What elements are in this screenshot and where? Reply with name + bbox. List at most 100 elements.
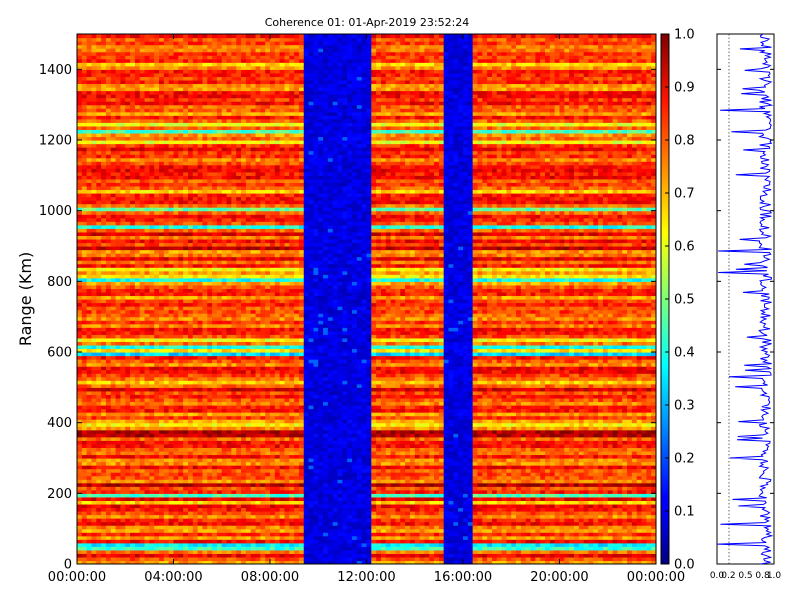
heatmap-cell bbox=[163, 125, 170, 130]
heatmap-cell bbox=[202, 440, 208, 445]
heatmap-cell bbox=[105, 323, 112, 328]
heatmap-cell bbox=[110, 87, 117, 92]
heatmap-cell bbox=[173, 518, 179, 523]
heatmap-cell bbox=[212, 221, 218, 226]
heatmap-cell bbox=[202, 249, 208, 254]
heatmap-cell bbox=[192, 238, 199, 244]
heatmap-cell bbox=[221, 228, 228, 233]
heatmap-cell bbox=[77, 316, 83, 321]
heatmap-cell bbox=[101, 479, 107, 484]
heatmap-cell bbox=[231, 270, 237, 275]
heatmap-cell bbox=[216, 507, 223, 512]
heatmap-cell bbox=[192, 422, 199, 427]
heatmap-cell bbox=[207, 525, 213, 530]
heatmap-cell bbox=[125, 196, 131, 201]
heatmap-cell bbox=[216, 419, 223, 424]
heatmap-cell bbox=[173, 373, 179, 378]
heatmap-cell bbox=[139, 302, 146, 307]
heatmap-cell bbox=[154, 284, 160, 289]
heatmap-cell bbox=[101, 387, 107, 392]
heatmap-cell bbox=[202, 454, 208, 459]
heatmap-cell bbox=[183, 200, 189, 205]
heatmap-cell bbox=[149, 55, 155, 60]
heatmap-cell bbox=[221, 41, 228, 46]
heatmap-cell bbox=[183, 189, 189, 194]
heatmap-cell bbox=[105, 221, 112, 226]
heatmap-cell bbox=[96, 94, 102, 99]
heatmap-cell bbox=[144, 193, 150, 198]
heatmap-cell bbox=[115, 415, 122, 420]
heatmap-cell bbox=[159, 450, 165, 456]
heatmap-cell bbox=[159, 118, 165, 123]
heatmap-cell bbox=[202, 115, 208, 120]
heatmap-cell bbox=[173, 535, 179, 540]
heatmap-cell bbox=[202, 362, 208, 367]
heatmap-cell bbox=[134, 500, 141, 505]
heatmap-cell bbox=[197, 277, 204, 282]
heatmap-cell bbox=[192, 394, 199, 399]
heatmap-cell bbox=[130, 443, 136, 448]
heatmap-cell bbox=[81, 443, 88, 448]
heatmap-cell bbox=[226, 143, 232, 148]
heatmap-cell bbox=[221, 359, 228, 364]
heatmap-cell bbox=[115, 500, 122, 505]
heatmap-cell bbox=[125, 295, 131, 300]
heatmap-cell bbox=[159, 132, 165, 138]
heatmap-cell bbox=[183, 514, 189, 519]
heatmap-cell bbox=[154, 306, 160, 311]
heatmap-cell bbox=[231, 412, 237, 417]
heatmap-cell bbox=[91, 440, 97, 445]
heatmap-cell bbox=[96, 556, 102, 562]
heatmap-cell bbox=[178, 58, 184, 63]
heatmap-cell bbox=[226, 433, 232, 438]
heatmap-cell bbox=[149, 344, 155, 350]
heatmap-cell bbox=[168, 277, 175, 282]
heatmap-cell bbox=[149, 284, 155, 289]
heatmap-cell bbox=[110, 348, 117, 353]
heatmap-cell bbox=[212, 122, 218, 127]
heatmap-cell bbox=[91, 274, 97, 279]
heatmap-cell bbox=[115, 58, 122, 63]
heatmap-cell bbox=[163, 94, 170, 99]
heatmap-cell bbox=[202, 458, 208, 463]
heatmap-cell bbox=[105, 539, 112, 544]
heatmap-cell bbox=[110, 359, 117, 364]
heatmap-cell bbox=[187, 115, 194, 120]
heatmap-cell bbox=[120, 376, 126, 381]
heatmap-cell bbox=[163, 108, 170, 113]
heatmap-cell bbox=[149, 161, 155, 166]
heatmap-cell bbox=[159, 101, 165, 106]
heatmap-cell bbox=[187, 242, 194, 247]
heatmap-cell bbox=[134, 454, 141, 459]
heatmap-cell bbox=[187, 189, 194, 194]
heatmap-cell bbox=[216, 136, 223, 141]
heatmap-cell bbox=[226, 168, 232, 173]
heatmap-cell bbox=[139, 387, 146, 392]
heatmap-cell bbox=[178, 44, 184, 49]
heatmap-cell bbox=[154, 461, 160, 466]
heatmap-cell bbox=[173, 55, 179, 60]
heatmap-cell bbox=[81, 352, 88, 357]
heatmap-cell bbox=[115, 115, 122, 120]
heatmap-cell bbox=[231, 366, 237, 371]
heatmap-cell bbox=[212, 267, 218, 272]
heatmap-cell bbox=[192, 207, 199, 212]
heatmap-cell bbox=[178, 200, 184, 205]
heatmap-cell bbox=[226, 493, 232, 498]
heatmap-cell bbox=[183, 542, 189, 547]
heatmap-cell bbox=[168, 313, 175, 318]
heatmap-cell bbox=[86, 277, 93, 282]
heatmap-cell bbox=[120, 313, 126, 318]
heatmap-cell bbox=[163, 196, 170, 201]
heatmap-cell bbox=[105, 546, 112, 551]
heatmap-cell bbox=[202, 532, 208, 537]
heatmap-cell bbox=[81, 235, 88, 240]
heatmap-cell bbox=[187, 284, 194, 289]
heatmap-cell bbox=[168, 387, 175, 392]
heatmap-cell bbox=[173, 408, 179, 413]
heatmap-cell bbox=[192, 447, 199, 452]
heatmap-cell bbox=[91, 189, 97, 194]
heatmap-cell bbox=[207, 48, 213, 53]
heatmap-cell bbox=[144, 468, 150, 473]
heatmap-cell bbox=[125, 256, 131, 261]
